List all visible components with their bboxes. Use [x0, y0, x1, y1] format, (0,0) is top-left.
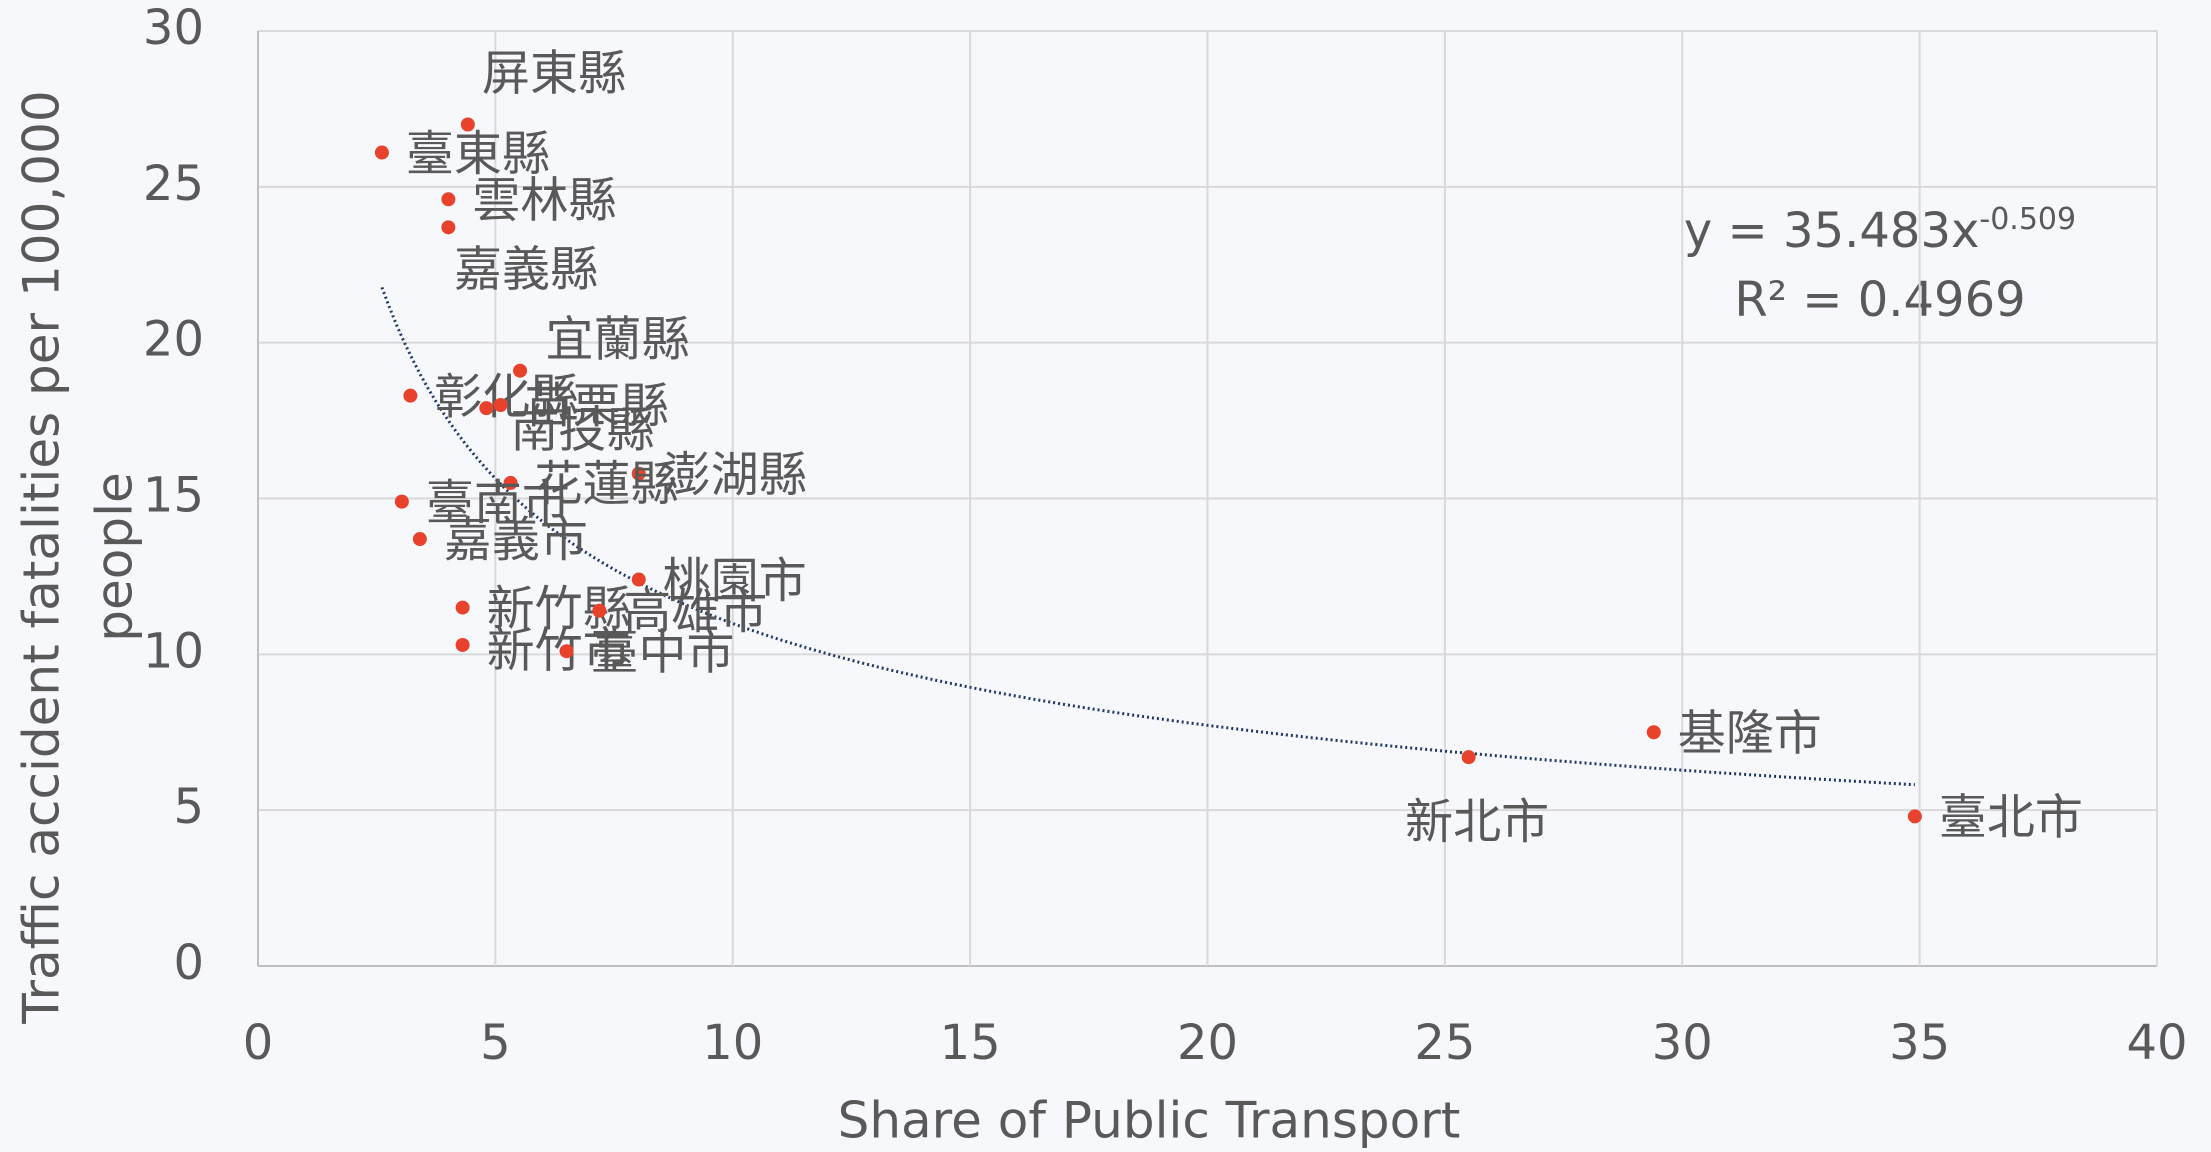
- point-label: 宜蘭縣: [545, 312, 689, 368]
- x-tick-label: 20: [1177, 1015, 1238, 1071]
- point-label: 新北市: [1405, 794, 1549, 850]
- x-tick-label: 0: [243, 1015, 274, 1071]
- point: [631, 572, 646, 587]
- x-tick-label: 35: [1889, 1015, 1950, 1071]
- point-label: 新竹縣: [487, 581, 631, 637]
- point: [441, 220, 456, 235]
- point: [1461, 750, 1476, 765]
- point: [455, 637, 470, 652]
- y-axis-title: Traffic accident fatalities per 100,000: [13, 90, 71, 1025]
- point-label: 花蓮縣: [535, 456, 679, 512]
- point: [559, 644, 574, 659]
- y-tick-label: 30: [143, 0, 204, 56]
- point-label: 澎湖縣: [663, 447, 807, 503]
- point: [493, 398, 508, 412]
- trendline-r-squared: R² = 0.4969: [1734, 272, 2025, 328]
- point-label: 南投縣: [510, 402, 654, 458]
- point: [460, 117, 475, 132]
- x-tick-label: 40: [2126, 1015, 2187, 1071]
- point: [631, 466, 646, 481]
- y-axis-title: people: [86, 472, 144, 641]
- x-tick-label: 25: [1414, 1015, 1475, 1071]
- y-tick-label: 10: [143, 623, 204, 679]
- y-tick-label: 0: [173, 935, 204, 991]
- point: [374, 145, 389, 160]
- point: [479, 401, 494, 416]
- point-label: 苗栗縣: [525, 378, 669, 434]
- point: [592, 603, 607, 618]
- point: [455, 600, 470, 615]
- point-label: 臺中市: [591, 624, 735, 680]
- trendline-equation: y = 35.483x-0.509: [1684, 202, 2076, 260]
- x-tick-label: 10: [702, 1015, 763, 1071]
- point-label: 屏東縣: [482, 46, 626, 102]
- point: [1907, 809, 1922, 824]
- x-axis-title: Share of Public Transport: [838, 1092, 1461, 1150]
- point-label: 臺東縣: [406, 126, 550, 182]
- point-label: 新竹市: [487, 622, 631, 678]
- point-label: 嘉義市: [444, 512, 588, 568]
- x-tick-label: 15: [940, 1015, 1001, 1071]
- x-tick-label: 30: [1652, 1015, 1713, 1071]
- y-tick-label: 25: [143, 156, 204, 212]
- point-label: 臺北市: [1939, 790, 2083, 846]
- y-tick-label: 15: [143, 468, 204, 524]
- x-tick-label: 5: [480, 1015, 511, 1071]
- point-label: 臺南市: [426, 475, 570, 531]
- point: [412, 532, 427, 547]
- point: [503, 475, 518, 490]
- y-tick-label: 20: [143, 312, 204, 368]
- point-label: 嘉義縣: [454, 241, 598, 297]
- point: [441, 192, 456, 207]
- point-label: 彰化縣: [434, 369, 578, 425]
- point-label: 基隆市: [1678, 705, 1822, 761]
- y-tick-label: 5: [173, 779, 204, 835]
- point-label: 雲林縣: [472, 173, 616, 229]
- point: [513, 363, 528, 378]
- point: [403, 388, 418, 403]
- point-label: 高雄市: [623, 584, 767, 640]
- point: [394, 494, 409, 509]
- point-label: 桃園市: [663, 553, 807, 609]
- point: [1646, 725, 1661, 740]
